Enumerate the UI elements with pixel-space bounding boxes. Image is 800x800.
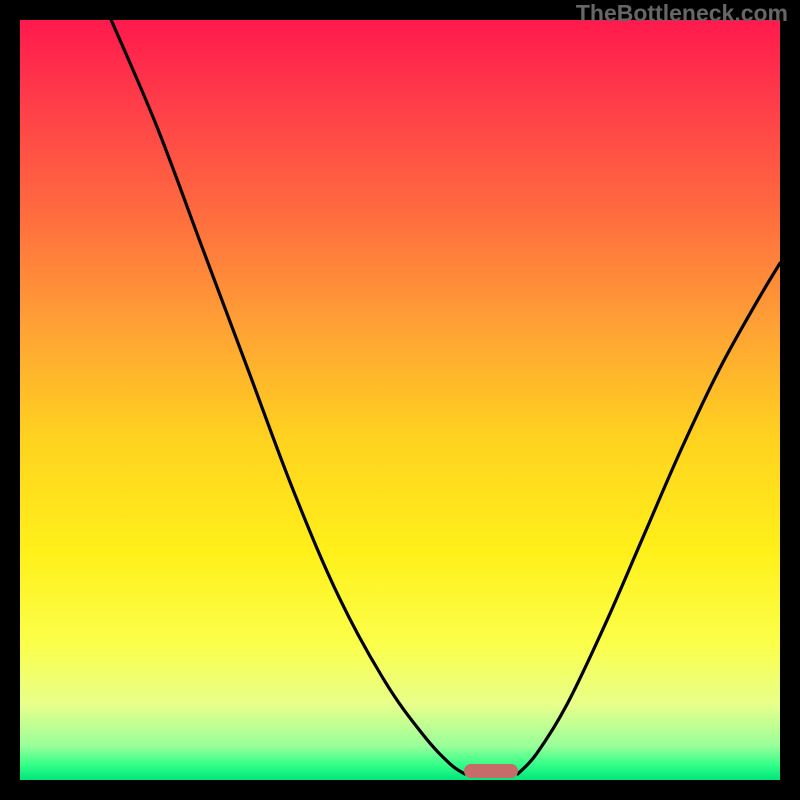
curve-right-branch: [518, 263, 780, 774]
optimal-marker: [464, 764, 518, 778]
plot-area: [20, 20, 780, 780]
curve-left-branch: [111, 20, 464, 774]
watermark-text: TheBottleneck.com: [576, 0, 788, 27]
chart-container: TheBottleneck.com: [0, 0, 800, 800]
bottleneck-curves: [20, 20, 780, 780]
